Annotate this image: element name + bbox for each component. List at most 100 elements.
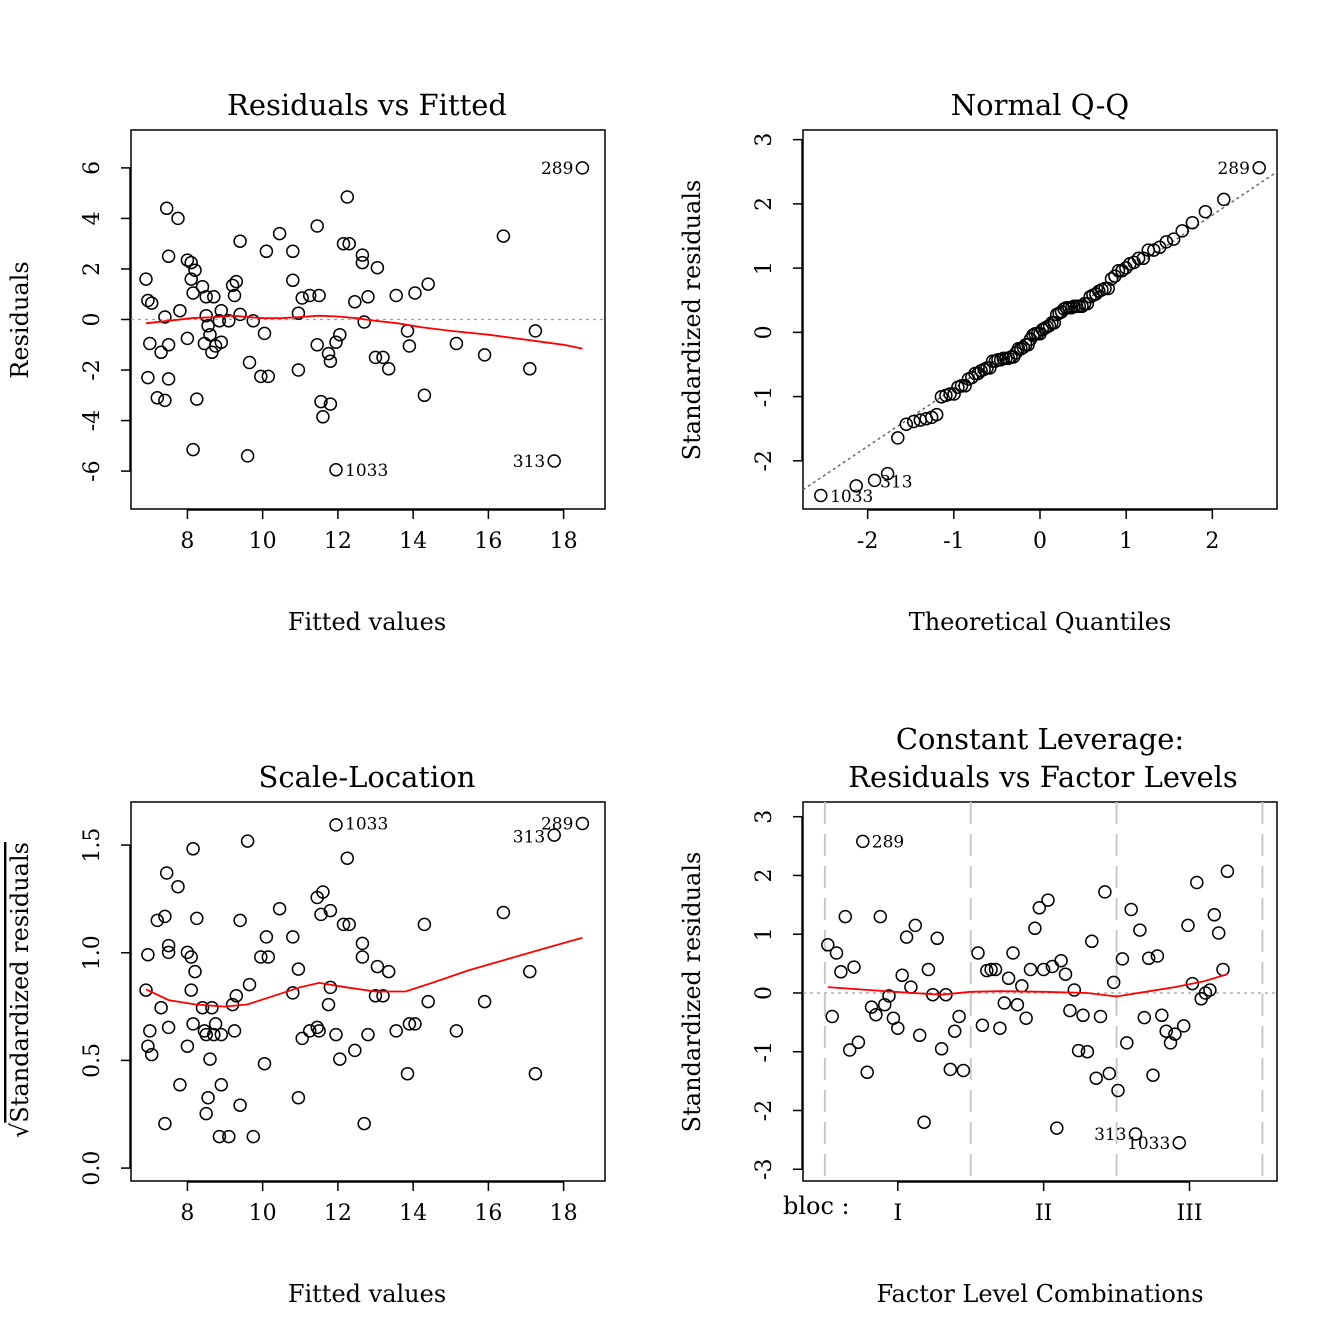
data-point	[214, 1027, 229, 1042]
data-point	[1015, 979, 1029, 993]
data-point	[1111, 1083, 1125, 1098]
data-point	[261, 369, 276, 384]
smooth-line	[145, 936, 583, 1008]
data-point	[348, 295, 362, 309]
data-point	[856, 834, 870, 849]
data-point	[357, 315, 371, 329]
data-point	[190, 911, 204, 926]
data-point	[547, 454, 561, 468]
data-point	[417, 917, 432, 932]
residuals-vs-fitted-panel: Residuals vs Fitted Fitted values Residu…	[6, 88, 606, 636]
data-point	[1131, 251, 1146, 266]
data-point	[173, 303, 187, 318]
panel-title: Normal Q-Q	[951, 88, 1129, 122]
data-point	[222, 314, 236, 328]
data-point	[952, 1009, 966, 1024]
data-point	[860, 1065, 874, 1080]
y-tick-label: -2	[752, 450, 777, 471]
point-label: 1033	[345, 461, 388, 481]
data-point	[975, 1018, 990, 1033]
data-point	[984, 962, 998, 977]
data-point	[180, 1039, 195, 1053]
data-point	[312, 1024, 326, 1038]
data-point	[141, 947, 155, 962]
data-point	[400, 324, 415, 338]
data-point	[286, 930, 300, 944]
data-point	[336, 917, 351, 932]
point-label: 289	[541, 159, 573, 179]
y-tick-label: -1	[752, 1041, 777, 1062]
data-point	[1252, 161, 1266, 175]
data-point	[1137, 1010, 1152, 1025]
data-point	[180, 253, 195, 267]
data-point	[323, 903, 338, 918]
data-point	[171, 211, 185, 226]
data-point	[1166, 232, 1181, 246]
data-point	[1085, 934, 1099, 949]
data-point	[1064, 300, 1079, 315]
data-point	[891, 1021, 905, 1035]
data-point	[825, 1009, 839, 1024]
data-point	[921, 962, 936, 977]
data-point	[342, 917, 356, 932]
x-axis-label: Factor Level Combinations	[876, 1280, 1203, 1308]
data-point	[143, 336, 157, 351]
data-point	[286, 986, 300, 1000]
data-point	[161, 338, 176, 352]
data-point	[1115, 263, 1129, 278]
data-point	[246, 1129, 261, 1144]
data-point	[144, 1047, 159, 1062]
data-point	[199, 290, 213, 304]
data-point	[310, 219, 324, 233]
panel-title: Residuals vs Fitted	[227, 88, 507, 122]
data-point	[355, 950, 370, 964]
data-point	[158, 310, 172, 324]
data-point	[1127, 255, 1141, 270]
data-point	[154, 345, 168, 360]
y-tick-label: 3	[752, 810, 777, 824]
data-point	[408, 286, 422, 300]
data-point	[242, 355, 257, 370]
point-label: 1033	[345, 815, 388, 835]
data-point	[233, 913, 247, 928]
data-point	[186, 842, 200, 856]
data-point	[188, 964, 202, 979]
data-point	[203, 1052, 217, 1066]
data-point	[161, 372, 176, 386]
y-tick-label: 2	[752, 197, 777, 211]
point-label: 1033	[830, 487, 873, 507]
data-point	[361, 1027, 375, 1042]
data-point	[943, 1062, 958, 1077]
data-point	[316, 410, 330, 424]
y-tick-label: 0	[752, 325, 777, 339]
data-point	[161, 945, 176, 960]
data-point	[161, 1020, 176, 1035]
y-tick-label: 1	[752, 261, 777, 275]
data-point	[1028, 921, 1042, 936]
data-point	[141, 1039, 155, 1053]
data-point	[895, 968, 909, 983]
data-point	[477, 994, 492, 1009]
data-point	[864, 1000, 879, 1014]
data-point	[214, 1078, 229, 1092]
data-point	[186, 286, 200, 300]
y-tick-label: 2	[752, 868, 777, 882]
data-point	[302, 1024, 317, 1038]
smooth-line	[827, 973, 1228, 998]
y-tick-label: 2	[80, 262, 105, 276]
data-point	[272, 226, 287, 241]
data-point	[254, 950, 268, 964]
data-point	[361, 290, 375, 304]
data-point	[184, 950, 198, 964]
data-point	[370, 959, 385, 974]
data-point	[323, 354, 338, 368]
data-point	[199, 308, 213, 323]
data-point	[402, 1017, 417, 1031]
data-point	[1203, 983, 1217, 997]
x-tick-label: 2	[1205, 529, 1219, 554]
y-tick-label: 0.0	[80, 1151, 105, 1186]
data-point	[259, 244, 274, 259]
data-point	[849, 479, 863, 493]
x-tick-label: 16	[474, 529, 502, 554]
data-point	[908, 918, 923, 933]
